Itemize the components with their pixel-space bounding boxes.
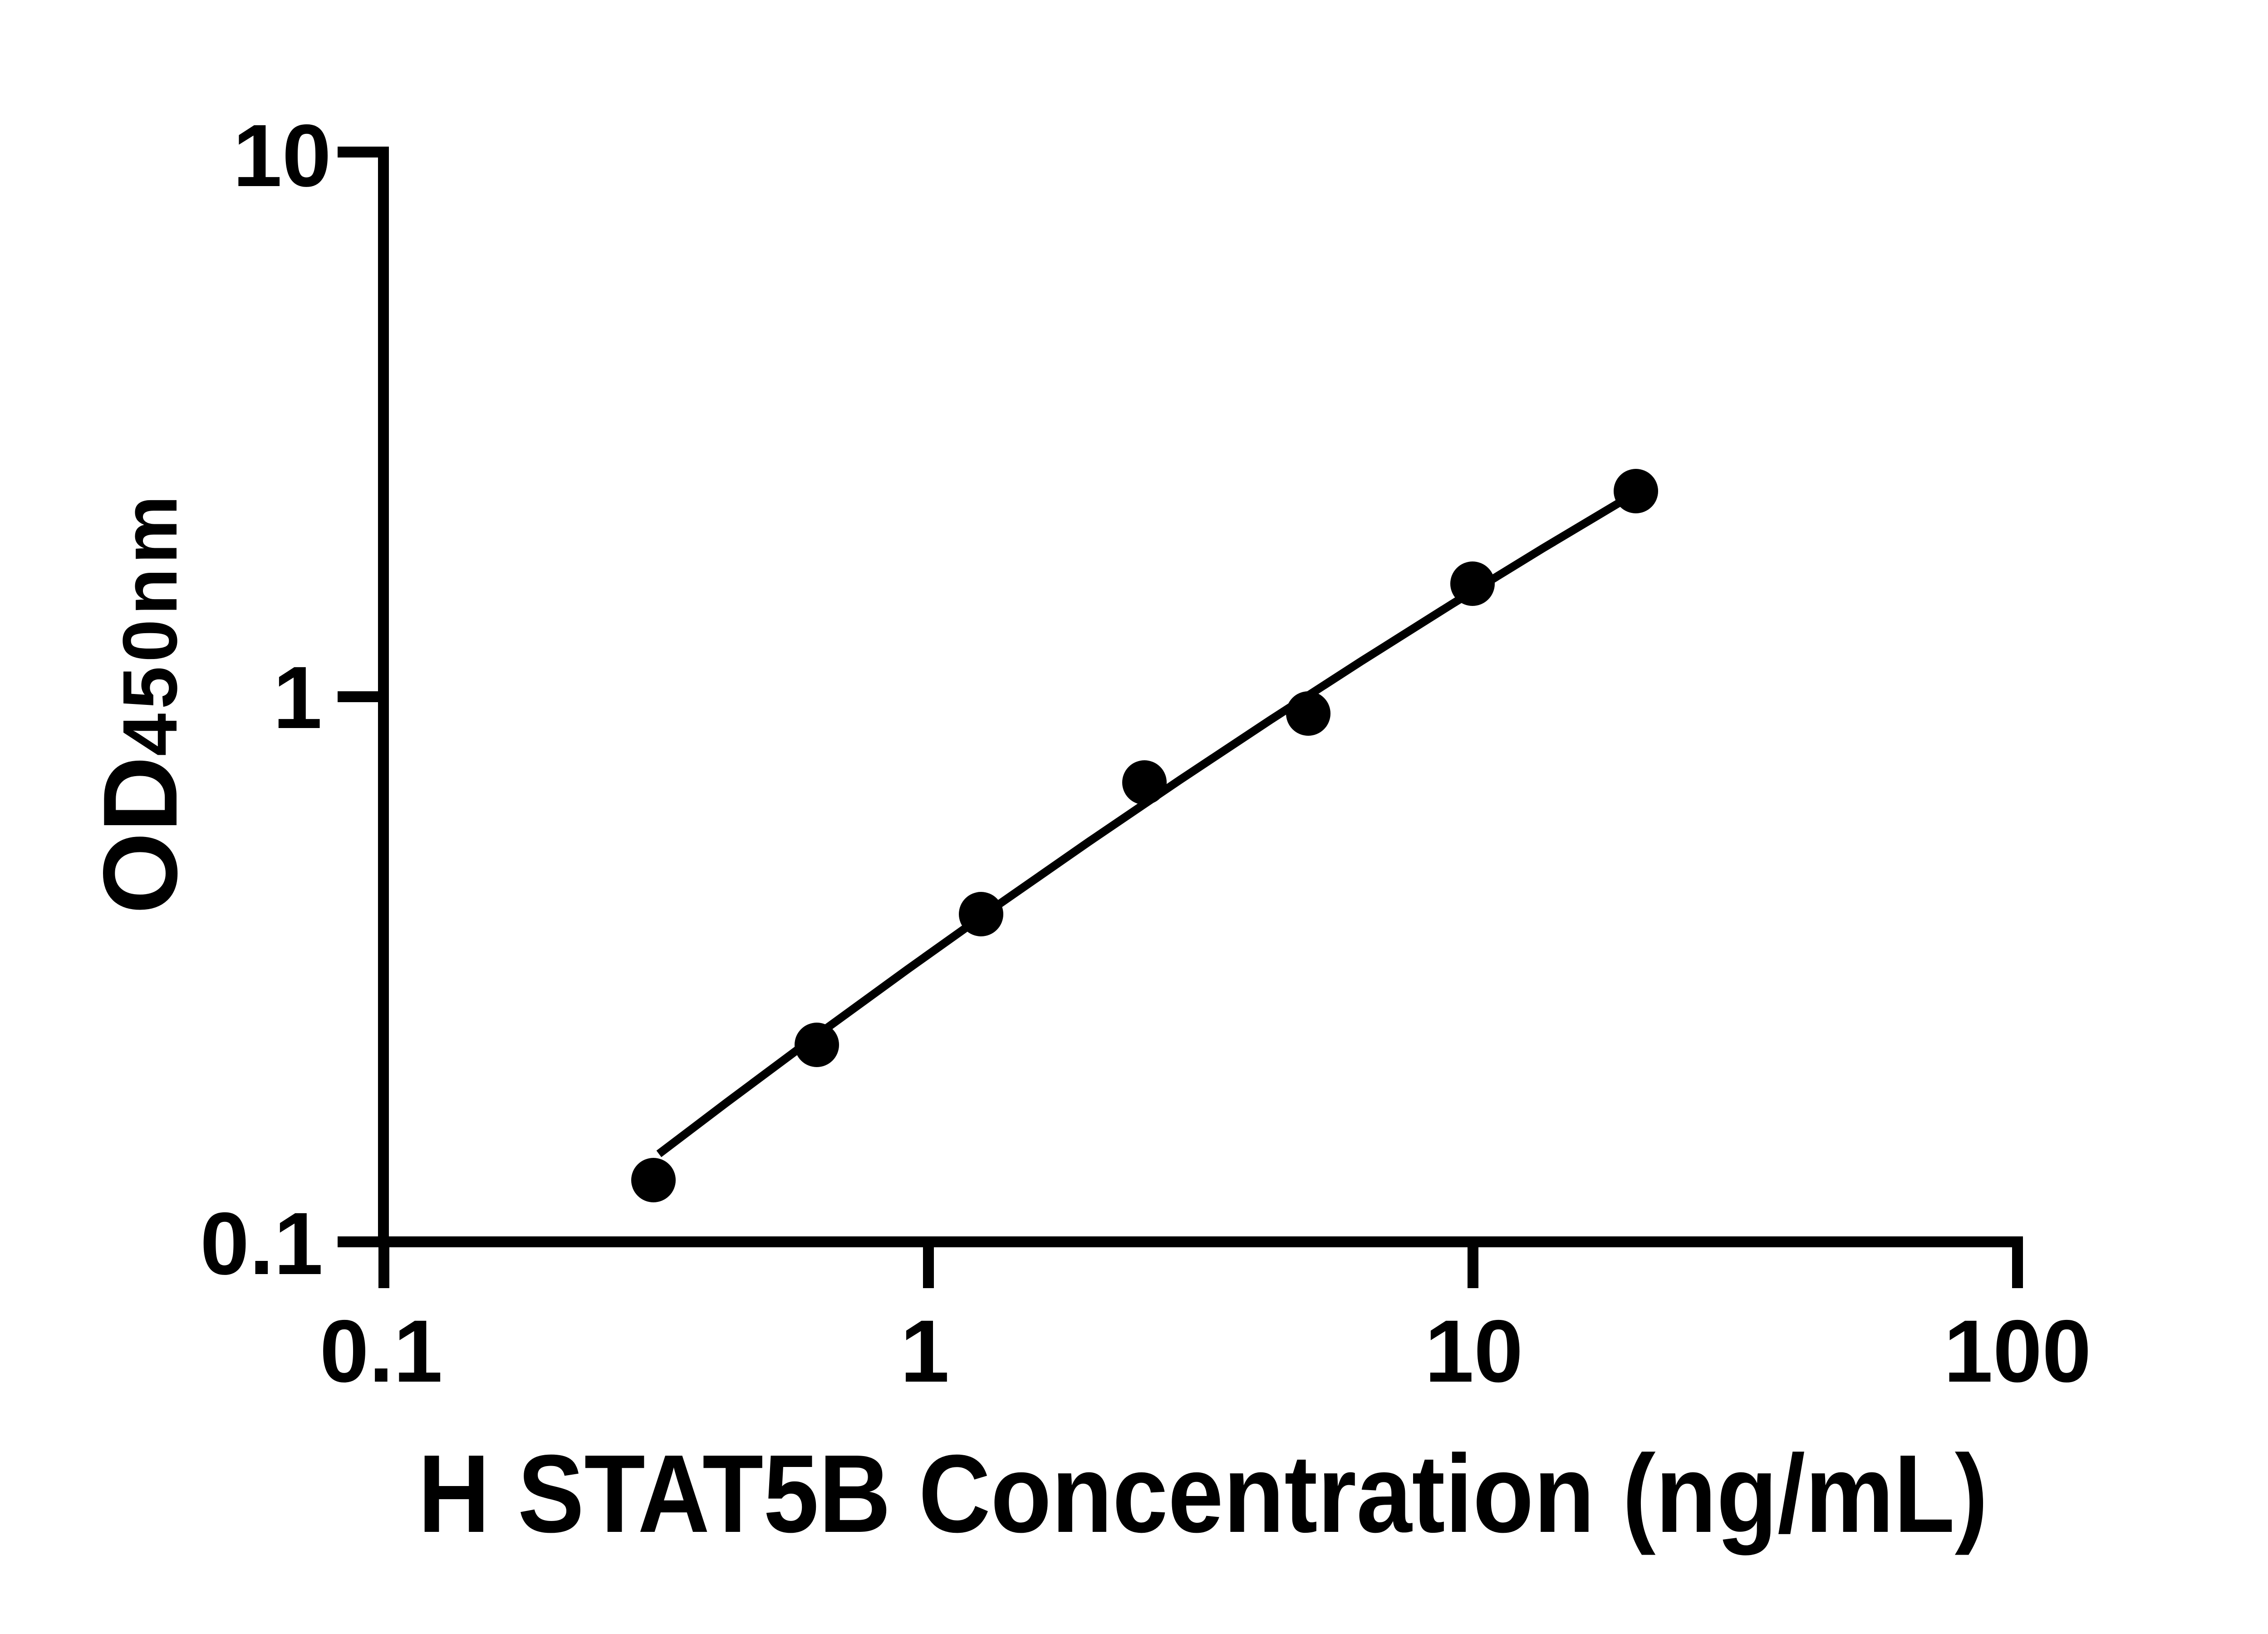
svg-text:10: 10 xyxy=(233,106,331,205)
svg-text:H STAT5B Concentration (ng/mL): H STAT5B Concentration (ng/mL) xyxy=(418,1432,1988,1555)
svg-text:0.1: 0.1 xyxy=(319,1302,442,1401)
svg-text:1: 1 xyxy=(900,1302,949,1401)
svg-text:10: 10 xyxy=(1425,1302,1523,1401)
svg-text:1: 1 xyxy=(273,648,322,747)
svg-text:0.1: 0.1 xyxy=(200,1194,323,1293)
svg-text:100: 100 xyxy=(1944,1302,2091,1401)
